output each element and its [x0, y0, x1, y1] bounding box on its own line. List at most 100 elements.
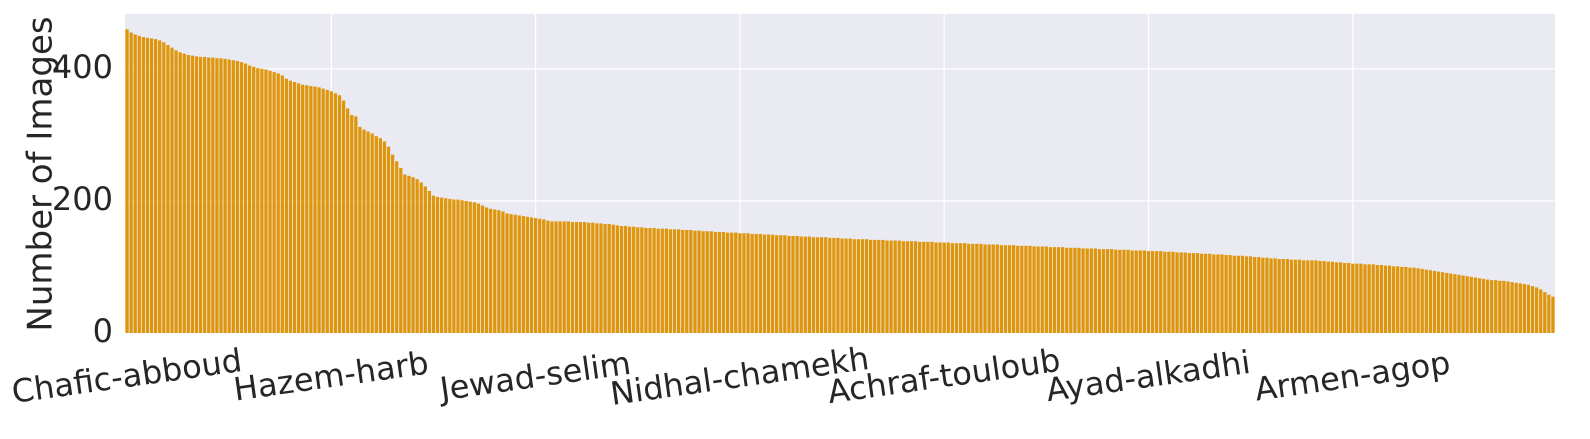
bar — [599, 223, 603, 333]
bar — [1089, 248, 1093, 333]
bar — [1342, 262, 1347, 333]
bar — [1379, 264, 1383, 333]
bar — [390, 154, 395, 333]
bar — [1412, 267, 1416, 333]
bar — [1167, 251, 1171, 333]
bar — [1530, 286, 1535, 333]
x-tick-label: Jewad-selim — [436, 344, 633, 409]
bar — [832, 237, 836, 333]
bar — [1159, 251, 1163, 333]
bar — [1420, 268, 1424, 333]
bar — [860, 239, 865, 333]
bar — [652, 227, 656, 333]
bar — [182, 53, 186, 334]
bar — [799, 236, 803, 333]
bar — [1105, 249, 1110, 333]
bar — [705, 231, 709, 333]
bar — [476, 203, 481, 333]
bar — [1187, 253, 1191, 333]
bar — [1432, 270, 1437, 333]
bar — [1052, 247, 1057, 333]
bar — [627, 226, 632, 333]
bar — [415, 179, 419, 333]
bar — [987, 244, 991, 333]
y-tick-label: 400 — [52, 48, 113, 86]
bar — [1032, 246, 1036, 333]
bar — [787, 235, 791, 333]
bar — [689, 229, 693, 333]
bar — [583, 222, 587, 333]
bar — [395, 161, 399, 333]
bar — [971, 243, 975, 333]
bar — [149, 38, 154, 333]
bar — [1490, 280, 1494, 333]
bar — [1481, 278, 1486, 333]
bar — [1093, 248, 1097, 333]
bar — [811, 237, 816, 333]
bar — [493, 209, 497, 333]
bar — [1518, 283, 1522, 333]
bar — [873, 239, 877, 333]
y-tick-label: 0 — [93, 312, 113, 350]
bar — [166, 45, 170, 333]
bar — [897, 240, 901, 333]
bar — [877, 239, 881, 333]
bar — [1228, 255, 1232, 333]
bar — [852, 239, 856, 333]
bar — [958, 243, 963, 333]
bar — [999, 245, 1004, 333]
bar — [734, 232, 738, 333]
bar — [1069, 247, 1073, 333]
bar — [709, 231, 713, 333]
y-tick-label: 200 — [52, 180, 113, 218]
bar — [243, 63, 248, 334]
bar — [591, 222, 595, 333]
bar — [297, 83, 301, 333]
bar — [1175, 252, 1179, 333]
bar — [309, 85, 313, 333]
bar — [607, 224, 611, 333]
bar — [1134, 250, 1138, 333]
bar — [546, 220, 550, 333]
bar — [284, 78, 289, 333]
bar — [525, 216, 530, 333]
bar — [1318, 261, 1322, 333]
bar — [529, 217, 534, 333]
bar — [840, 238, 844, 333]
bar — [1191, 253, 1196, 333]
bar — [701, 231, 705, 333]
bar — [1314, 260, 1318, 333]
bar — [1212, 254, 1216, 333]
bar — [1539, 289, 1543, 333]
bar — [893, 240, 897, 333]
bar — [587, 222, 591, 333]
bar — [186, 54, 190, 333]
bar — [1277, 259, 1281, 333]
bar — [1293, 259, 1298, 333]
bar — [1502, 280, 1506, 333]
bar — [1003, 245, 1008, 333]
bar — [350, 115, 354, 334]
bar — [1269, 258, 1273, 333]
bar — [603, 224, 607, 333]
bar — [558, 221, 562, 333]
bar — [1097, 249, 1102, 333]
bar — [497, 210, 501, 333]
bar — [962, 243, 967, 333]
bar — [750, 233, 754, 333]
bar — [885, 240, 889, 333]
bar — [1387, 265, 1392, 333]
bar — [889, 240, 893, 333]
bar — [1248, 256, 1253, 333]
bar — [1183, 252, 1187, 333]
bar — [1551, 296, 1555, 333]
bar — [975, 243, 979, 333]
bar — [1383, 265, 1388, 333]
bar — [162, 42, 166, 333]
bar — [223, 58, 227, 333]
bar — [901, 241, 905, 333]
bar — [1506, 281, 1510, 333]
bar — [623, 226, 628, 333]
bar — [435, 196, 440, 333]
